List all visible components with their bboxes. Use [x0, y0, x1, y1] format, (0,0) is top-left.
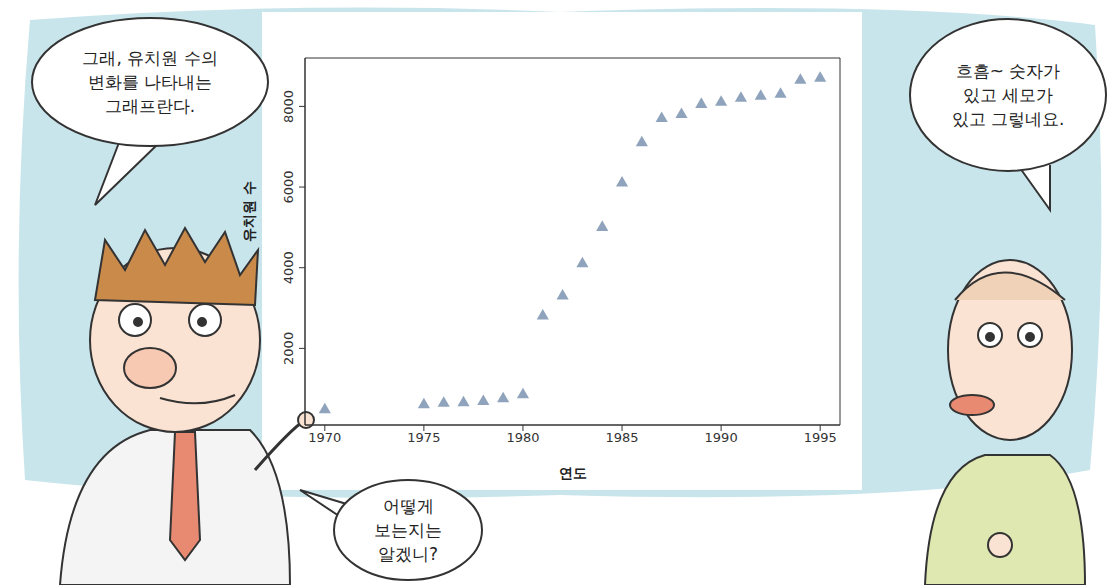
svg-text:연도: 연도 [559, 465, 587, 481]
svg-text:1985: 1985 [605, 430, 638, 445]
svg-text:1995: 1995 [804, 430, 837, 445]
svg-text:6000: 6000 [281, 171, 296, 204]
svg-text:1990: 1990 [705, 430, 738, 445]
svg-text:8000: 8000 [281, 90, 296, 123]
svg-text:1975: 1975 [407, 430, 440, 445]
svg-text:4000: 4000 [281, 251, 296, 284]
svg-text:흐흠~ 숫자가: 흐흠~ 숫자가 [956, 61, 1061, 81]
svg-text:1970: 1970 [308, 430, 341, 445]
svg-text:어떻게: 어떻게 [383, 496, 434, 516]
svg-text:있고 세모가: 있고 세모가 [963, 85, 1053, 105]
svg-text:유치원 수: 유치원 수 [241, 181, 257, 242]
svg-text:그래프란다.: 그래프란다. [105, 96, 195, 116]
svg-text:그래, 유치원 수의: 그래, 유치원 수의 [82, 48, 217, 68]
svg-text:보는지는: 보는지는 [374, 520, 442, 540]
svg-text:있고 그렇네요.: 있고 그렇네요. [952, 109, 1065, 129]
svg-text:1980: 1980 [506, 430, 539, 445]
svg-text:알겠니?: 알겠니? [378, 544, 438, 564]
svg-text:2000: 2000 [281, 332, 296, 365]
svg-text:변화를 나타내는: 변화를 나타내는 [88, 72, 212, 92]
